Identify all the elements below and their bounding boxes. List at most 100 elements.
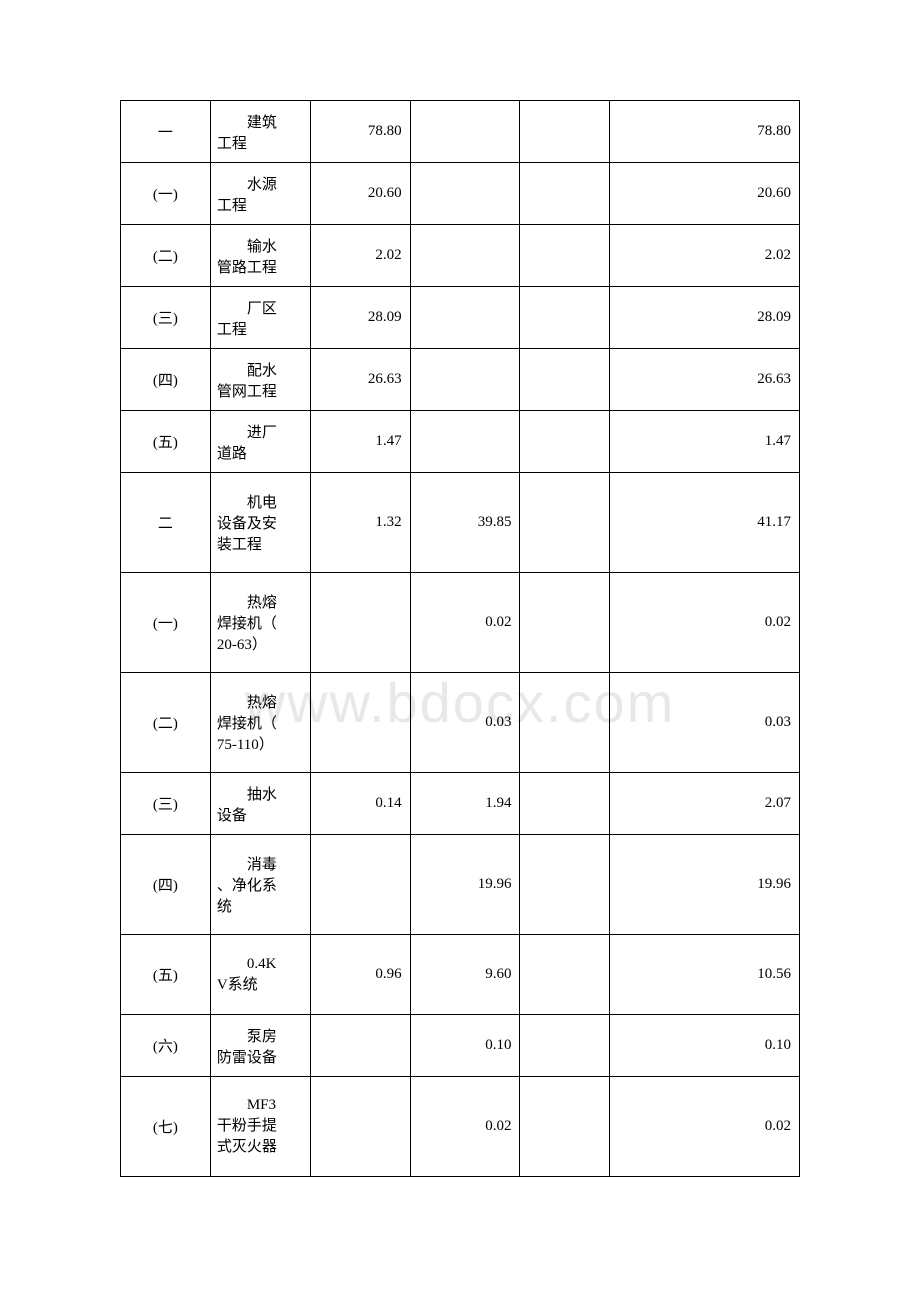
cell-c4: [520, 1077, 610, 1177]
row-name: 建筑工程: [210, 101, 310, 163]
row-index: (二): [121, 673, 211, 773]
cell-c3: 0.10: [410, 1015, 520, 1077]
row-name: 厂区工程: [210, 287, 310, 349]
row-index: (二): [121, 225, 211, 287]
table-row: 一建筑工程78.8078.80: [121, 101, 800, 163]
cell-c4: [520, 163, 610, 225]
cell-c5: 28.09: [610, 287, 800, 349]
table-row: (七) MF3干粉手提式灭火器 0.02 0.02: [121, 1077, 800, 1177]
row-name-line2: 焊接机（: [217, 612, 304, 633]
row-name-line1: 消毒: [217, 853, 304, 874]
cell-c4: [520, 225, 610, 287]
table-row: (三)抽水设备0.141.942.07: [121, 773, 800, 835]
cell-c4: [520, 349, 610, 411]
cell-c2: 0.14: [310, 773, 410, 835]
row-name-line1: 厂区: [217, 297, 304, 318]
cell-c3: 9.60: [410, 935, 520, 1015]
table-row: (一)热熔焊接机（20-63）0.020.02: [121, 573, 800, 673]
row-name-line3: 统: [217, 895, 304, 916]
row-name-line3: 75-110）: [217, 733, 304, 754]
cell-c5: 2.02: [610, 225, 800, 287]
cell-c2: 28.09: [310, 287, 410, 349]
cell-c4: [520, 935, 610, 1015]
cell-c3: 0.02: [410, 1077, 520, 1177]
cell-c3: 0.03: [410, 673, 520, 773]
row-name: 输水管路工程: [210, 225, 310, 287]
table-row: 二机电设备及安装工程1.3239.8541.17: [121, 473, 800, 573]
row-name-line1: 热熔: [217, 591, 304, 612]
row-name: 热熔焊接机（75-110）: [210, 673, 310, 773]
row-name: 热熔焊接机（20-63）: [210, 573, 310, 673]
row-name-line2: 管网工程: [217, 380, 304, 401]
row-name-line1: 抽水: [217, 783, 304, 804]
row-index: (五): [121, 411, 211, 473]
cell-c5: 1.47: [610, 411, 800, 473]
cell-c4: [520, 673, 610, 773]
row-name-line3: 20-63）: [217, 633, 304, 654]
row-index: (七): [121, 1077, 211, 1177]
cell-c5: 19.96: [610, 835, 800, 935]
row-index: (四): [121, 835, 211, 935]
cell-c3: 0.02: [410, 573, 520, 673]
table-row: (二)输水管路工程2.022.02: [121, 225, 800, 287]
cell-c2: 20.60: [310, 163, 410, 225]
row-index: 一: [121, 101, 211, 163]
cell-c3: [410, 287, 520, 349]
table-row: (五)0.4KV系统0.969.6010.56: [121, 935, 800, 1015]
budget-table: 一建筑工程78.8078.80(一)水源工程20.6020.60(二)输水管路工…: [120, 100, 800, 1177]
row-name: 消毒、净化系统: [210, 835, 310, 935]
row-name: 水源工程: [210, 163, 310, 225]
table-row: (六)泵房防雷设备0.100.10: [121, 1015, 800, 1077]
row-name-line2: 工程: [217, 194, 304, 215]
cell-c2: [310, 1077, 410, 1177]
cell-c4: [520, 287, 610, 349]
cell-c2: 1.47: [310, 411, 410, 473]
cell-c2: 78.80: [310, 101, 410, 163]
cell-c3: [410, 101, 520, 163]
row-index: (一): [121, 573, 211, 673]
cell-c5: 26.63: [610, 349, 800, 411]
table-row: (二)热熔焊接机（75-110）0.030.03: [121, 673, 800, 773]
cell-c4: [520, 573, 610, 673]
cell-c4: [520, 773, 610, 835]
table-row: (四)消毒、净化系统 19.96 19.96: [121, 835, 800, 935]
cell-c3: 39.85: [410, 473, 520, 573]
table-body: 一建筑工程78.8078.80(一)水源工程20.6020.60(二)输水管路工…: [121, 101, 800, 1177]
row-name-line1: MF3: [217, 1097, 304, 1114]
row-name: 进厂道路: [210, 411, 310, 473]
row-name: 0.4KV系统: [210, 935, 310, 1015]
row-index: (四): [121, 349, 211, 411]
cell-c5: 0.02: [610, 1077, 800, 1177]
row-name-line3: 式灭火器: [217, 1135, 304, 1156]
row-index: (一): [121, 163, 211, 225]
row-name-line3: 装工程: [217, 533, 304, 554]
table-row: (三)厂区工程28.0928.09: [121, 287, 800, 349]
table-row: (五)进厂道路1.471.47: [121, 411, 800, 473]
row-name-line2: 工程: [217, 318, 304, 339]
row-name-line2: 焊接机（: [217, 712, 304, 733]
row-name-line1: 输水: [217, 235, 304, 256]
row-name-line1: 0.4K: [217, 956, 304, 973]
row-name-line2: 工程: [217, 132, 304, 153]
cell-c3: [410, 349, 520, 411]
row-name-line1: 热熔: [217, 691, 304, 712]
cell-c2: 0.96: [310, 935, 410, 1015]
cell-c5: 41.17: [610, 473, 800, 573]
cell-c2: [310, 835, 410, 935]
cell-c4: [520, 473, 610, 573]
row-index: (三): [121, 287, 211, 349]
row-index: (三): [121, 773, 211, 835]
cell-c5: 78.80: [610, 101, 800, 163]
row-name-line2: 干粉手提: [217, 1114, 304, 1135]
cell-c2: [310, 1015, 410, 1077]
row-name-line1: 水源: [217, 173, 304, 194]
cell-c5: 0.03: [610, 673, 800, 773]
cell-c5: 0.10: [610, 1015, 800, 1077]
row-name-line2: V系统: [217, 973, 304, 994]
cell-c3: [410, 225, 520, 287]
cell-c5: 10.56: [610, 935, 800, 1015]
cell-c5: 2.07: [610, 773, 800, 835]
cell-c2: 26.63: [310, 349, 410, 411]
row-name-line1: 机电: [217, 491, 304, 512]
cell-c3: 19.96: [410, 835, 520, 935]
